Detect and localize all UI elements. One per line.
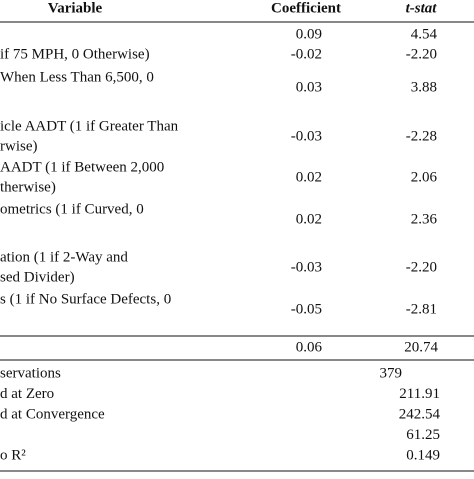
stat-label: d at Convergence [0,406,105,422]
stat-value: 61.25 [406,427,440,443]
t-stat: 20.74 [404,339,438,355]
stat-label: o R² [0,447,26,463]
variable-text: therwise) [0,179,56,195]
header-t-stat: t-stat [406,0,438,16]
t-stat: -2.20 [406,259,437,275]
stat-value: 0.149 [406,447,440,463]
coefficient: -0.05 [291,301,322,317]
variable-text: ation (1 if 2-Way and [0,249,128,265]
header-coefficient: Coefficient [271,0,341,16]
t-stat: -2.20 [406,46,437,62]
stat-value: 379 [380,365,403,381]
stat-label: d at Zero [0,386,54,402]
t-stat: -2.28 [406,128,437,144]
stat-value: 211.91 [399,386,440,402]
variable-text: ometrics (1 if Curved, 0 [0,201,144,217]
coefficient: 0.09 [296,26,322,42]
t-stat: 3.88 [411,79,437,95]
t-stat: 2.36 [411,211,438,227]
variable-text: sed Divider) [0,269,75,285]
variable-text: icle AADT (1 if Greater Than [0,118,179,134]
t-stat: 2.06 [411,169,438,185]
stat-label: servations [0,365,61,381]
coefficient: 0.06 [296,339,323,355]
coefficient: 0.02 [296,169,322,185]
coefficient: -0.02 [291,46,322,62]
coefficient: 0.02 [296,211,322,227]
header-variable: Variable [48,0,103,16]
variable-text: s (1 if No Surface Defects, 0 [0,291,171,307]
coefficient: -0.03 [291,259,322,275]
variable-text: rwise) [0,138,38,154]
t-stat: 4.54 [411,26,438,42]
variable-text: When Less Than 6,500, 0 [0,69,154,85]
stat-value: 242.54 [399,406,441,422]
coefficient: -0.03 [291,128,322,144]
coefficient: 0.03 [296,79,322,95]
variable-text: if 75 MPH, 0 Otherwise) [0,46,150,62]
variable-text: AADT (1 if Between 2,000 [0,159,164,175]
t-stat: -2.81 [406,301,437,317]
